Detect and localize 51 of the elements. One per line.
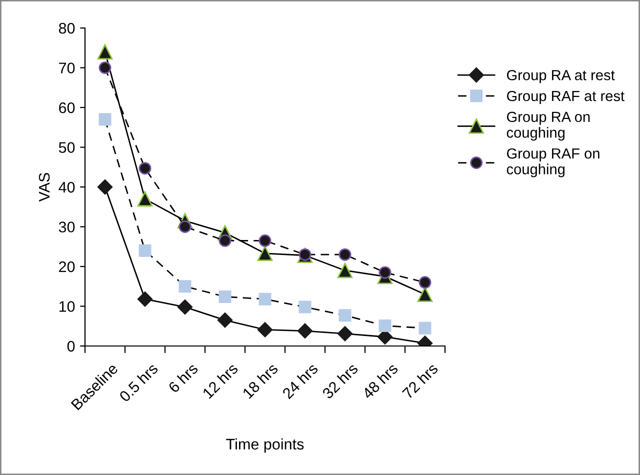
point [217,312,233,328]
point [257,246,273,262]
x-tick-label: 32 hrs [321,362,359,400]
y-axis-title: VAS [38,172,50,202]
y-tick-label: 70 [59,62,75,74]
point [338,248,352,261]
legend-label: Group RAF on coughing [506,148,600,178]
x-tick-label: 0.5 hrs [118,362,159,402]
point [137,191,153,207]
point [297,323,313,338]
y-tick-label: 30 [58,222,75,232]
y-tick-label: 60 [59,102,75,114]
legend-label: Group RA at rest [506,70,615,84]
x-axis-title: Time points [226,438,304,453]
point [218,290,232,303]
point [417,286,433,302]
x-tick-label: 24 hrs [282,362,319,400]
point [258,234,272,247]
point [97,179,113,195]
point [98,62,112,74]
point [98,113,112,126]
point [378,319,392,332]
point [298,300,312,314]
point [257,322,273,338]
point [177,299,193,315]
point [378,266,392,279]
point [218,234,232,247]
point [138,244,152,257]
point [337,262,353,278]
point [418,276,432,289]
y-tick-label: 40 [58,182,75,193]
x-tick-label: 6 hrs [168,362,199,394]
y-tick-label: 20 [59,261,75,272]
point [258,292,272,306]
point [338,309,352,322]
point [337,326,353,342]
x-tick-label: 72 hrs [402,362,439,400]
point [137,292,153,307]
point [418,322,432,334]
y-tick-label: 10 [59,301,75,312]
legend-label: Group RA on coughing [506,112,590,141]
x-tick-label: 12 hrs [202,362,239,400]
point [97,44,113,60]
y-tick-label: 80 [58,22,75,34]
y-tick-label: 50 [58,142,75,153]
x-tick-label: 18 hrs [242,362,279,400]
point [138,162,152,175]
y-tick-label: 0 [67,340,75,352]
x-tick-label: 48 hrs [361,362,399,400]
legend-label: Group RAF at rest [506,90,624,104]
point [178,280,192,293]
